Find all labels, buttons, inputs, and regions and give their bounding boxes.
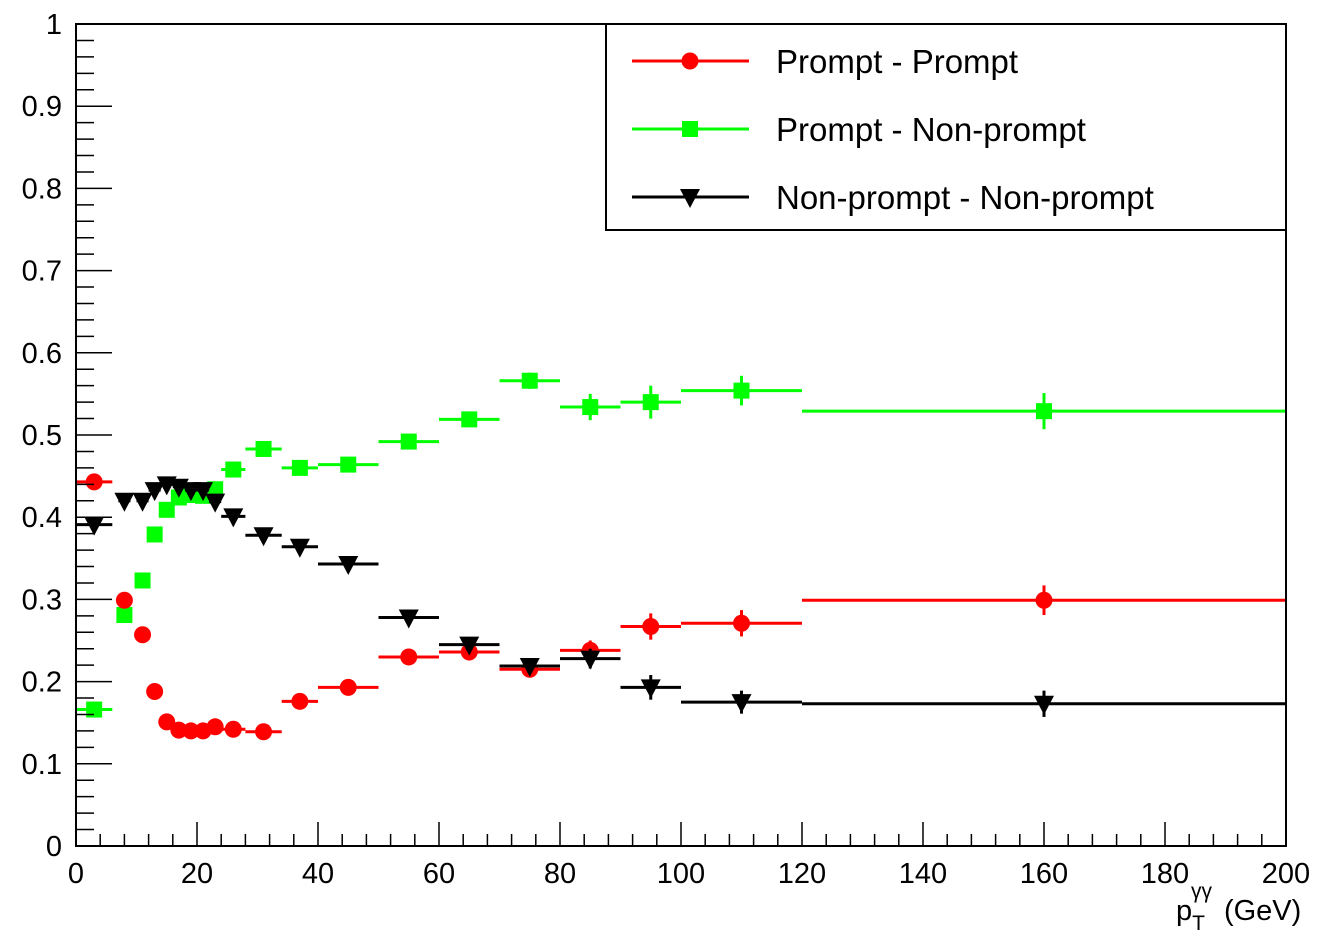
x-tick-label: 80 bbox=[544, 858, 576, 890]
legend-entry: Non-prompt - Non-prompt bbox=[632, 179, 1154, 216]
legend-marker bbox=[682, 121, 698, 137]
data-point bbox=[461, 411, 478, 428]
data-point bbox=[640, 679, 661, 699]
data-point bbox=[253, 527, 274, 547]
data-point bbox=[521, 372, 538, 389]
data-point bbox=[1035, 591, 1053, 609]
data-point bbox=[580, 650, 601, 670]
data-point bbox=[223, 508, 244, 528]
data-point bbox=[86, 701, 103, 718]
x-axis-title-subscript: T bbox=[1192, 912, 1205, 935]
y-tick-label: 1 bbox=[46, 9, 62, 41]
y-tick-label: 0.3 bbox=[22, 584, 62, 616]
y-tick-label: 0.8 bbox=[22, 173, 62, 205]
legend-entry: Prompt - Non-prompt bbox=[632, 111, 1086, 148]
x-axis-title-unit: (GeV) bbox=[1224, 895, 1301, 927]
data-point bbox=[255, 723, 273, 741]
data-point bbox=[170, 721, 188, 739]
y-tick-label: 0.4 bbox=[22, 502, 62, 534]
data-point bbox=[146, 682, 164, 700]
x-tick-label: 140 bbox=[899, 858, 947, 890]
data-point bbox=[134, 626, 152, 644]
x-tick-label: 160 bbox=[1020, 858, 1068, 890]
data-point bbox=[642, 618, 660, 636]
x-axis-title-main: p bbox=[1176, 895, 1192, 927]
data-point bbox=[115, 591, 133, 609]
data-point bbox=[144, 482, 165, 502]
y-tick-label: 0.9 bbox=[22, 91, 62, 123]
y-tick-label: 0.6 bbox=[22, 338, 62, 370]
data-point bbox=[1034, 695, 1054, 715]
data-point bbox=[289, 538, 310, 558]
x-tick-label: 120 bbox=[778, 858, 826, 890]
data-point bbox=[193, 482, 214, 502]
x-tick-label: 0 bbox=[68, 858, 84, 890]
legend-label: Non-prompt - Non-prompt bbox=[776, 179, 1154, 216]
data-point bbox=[255, 440, 272, 457]
data-point bbox=[158, 713, 176, 731]
data-point bbox=[224, 720, 242, 738]
x-axis-title-superscript: γγ bbox=[1191, 880, 1213, 903]
data-point bbox=[225, 461, 242, 478]
legend-marker bbox=[681, 52, 699, 70]
data-point bbox=[116, 607, 133, 624]
y-tick-label: 0.7 bbox=[22, 256, 62, 288]
legend-entry: Prompt - Prompt bbox=[632, 43, 1018, 80]
data-point bbox=[134, 572, 151, 589]
y-tick-label: 0.1 bbox=[22, 749, 62, 781]
legend-label: Prompt - Prompt bbox=[776, 43, 1018, 80]
data-point bbox=[205, 493, 226, 513]
data-point bbox=[114, 492, 135, 512]
data-point bbox=[398, 609, 419, 629]
data-point bbox=[146, 526, 163, 543]
legend-marker bbox=[680, 189, 700, 208]
data-point bbox=[519, 657, 540, 677]
x-tick-label: 40 bbox=[302, 858, 334, 890]
y-tick-label: 0.5 bbox=[22, 420, 62, 452]
data-point bbox=[132, 492, 153, 512]
data-point bbox=[340, 456, 357, 473]
data-point bbox=[291, 459, 308, 476]
data-point bbox=[1036, 403, 1052, 420]
data-point bbox=[400, 433, 417, 450]
data-point bbox=[400, 648, 418, 666]
series-2 bbox=[76, 476, 1286, 717]
data-point bbox=[158, 501, 175, 518]
x-tick-label: 200 bbox=[1262, 858, 1310, 890]
y-tick-label: 0.2 bbox=[22, 667, 62, 699]
data-point bbox=[642, 394, 659, 411]
data-point bbox=[731, 694, 752, 714]
data-point bbox=[459, 636, 480, 656]
x-tick-label: 180 bbox=[1141, 858, 1189, 890]
tick-labels: 0 20 40 60 80 100 120 140 160 180 200 0 0.1 0.2 0.3 0.4… bbox=[22, 9, 1311, 890]
x-tick-label: 20 bbox=[181, 858, 213, 890]
data-point bbox=[84, 516, 105, 536]
axis-ticks bbox=[75, 23, 1287, 847]
x-axis-title: pTγγ (GeV) bbox=[1176, 880, 1301, 935]
data-point bbox=[733, 614, 750, 632]
data-point bbox=[582, 399, 599, 416]
data-layer bbox=[76, 372, 1286, 741]
data-point bbox=[182, 722, 200, 740]
data-point bbox=[85, 473, 103, 491]
data-point bbox=[339, 678, 357, 696]
legend-label: Prompt - Non-prompt bbox=[776, 111, 1086, 148]
data-point bbox=[733, 382, 750, 399]
data-point bbox=[338, 556, 359, 576]
x-tick-label: 100 bbox=[657, 858, 705, 890]
data-point bbox=[291, 692, 309, 710]
legend: Prompt - Prompt Prompt - Non-prompt Non-pr… bbox=[605, 23, 1287, 231]
x-tick-label: 60 bbox=[423, 858, 455, 890]
y-tick-label: 0 bbox=[46, 831, 62, 863]
data-point bbox=[206, 718, 224, 736]
